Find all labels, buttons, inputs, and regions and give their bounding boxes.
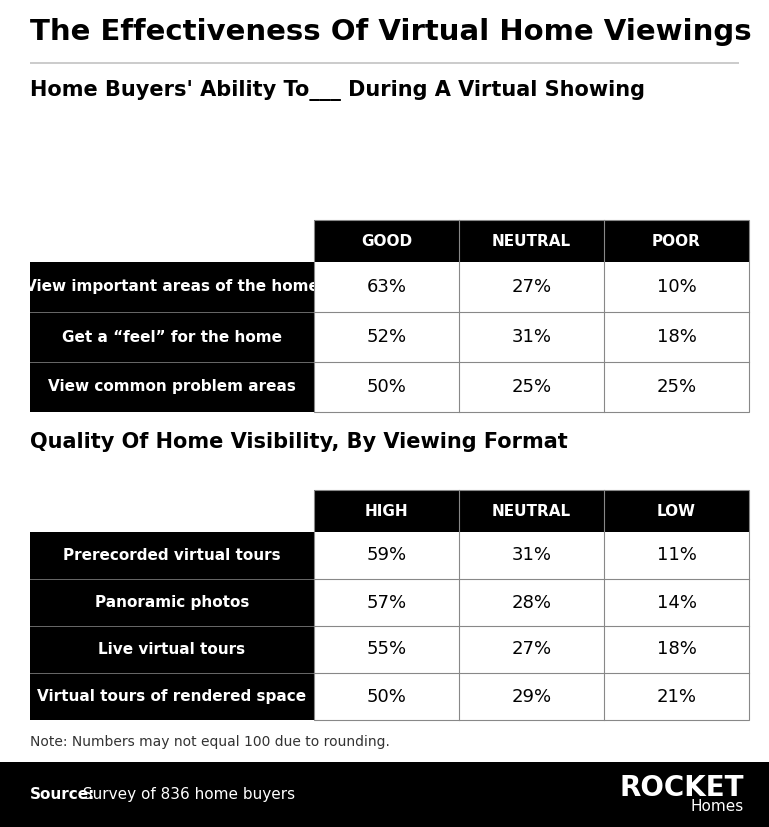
- Text: Prerecorded virtual tours: Prerecorded virtual tours: [63, 548, 281, 563]
- Text: NEUTRAL: NEUTRAL: [492, 233, 571, 248]
- Bar: [314, 490, 459, 532]
- Bar: [314, 220, 749, 412]
- Text: LOW: LOW: [657, 504, 696, 519]
- Text: ROCKET: ROCKET: [620, 775, 744, 802]
- Text: NEUTRAL: NEUTRAL: [492, 504, 571, 519]
- Text: Survey of 836 home buyers: Survey of 836 home buyers: [78, 787, 295, 802]
- Text: 10%: 10%: [657, 278, 697, 296]
- Text: 52%: 52%: [367, 328, 407, 346]
- Bar: [604, 362, 749, 412]
- Text: 50%: 50%: [367, 378, 407, 396]
- Bar: [30, 579, 749, 580]
- Text: The Effectiveness Of Virtual Home Viewings: The Effectiveness Of Virtual Home Viewin…: [30, 18, 751, 46]
- Bar: [459, 673, 604, 720]
- Bar: [314, 362, 459, 412]
- Text: 50%: 50%: [367, 687, 407, 705]
- Bar: [314, 262, 459, 312]
- Bar: [30, 312, 314, 362]
- Bar: [604, 490, 749, 532]
- Bar: [30, 579, 314, 626]
- Text: 31%: 31%: [511, 547, 551, 565]
- Text: Quality Of Home Visibility, By Viewing Format: Quality Of Home Visibility, By Viewing F…: [30, 432, 568, 452]
- Text: 25%: 25%: [657, 378, 697, 396]
- Bar: [30, 673, 749, 674]
- Text: Virtual tours of rendered space: Virtual tours of rendered space: [38, 689, 307, 704]
- Bar: [459, 532, 604, 579]
- Bar: [459, 262, 604, 312]
- Text: Note: Numbers may not equal 100 due to rounding.: Note: Numbers may not equal 100 due to r…: [30, 735, 390, 749]
- Text: 63%: 63%: [367, 278, 407, 296]
- Bar: [314, 626, 459, 673]
- Text: 18%: 18%: [657, 328, 697, 346]
- Bar: [30, 62, 739, 64]
- Bar: [604, 579, 749, 626]
- Bar: [314, 220, 459, 262]
- Text: Panoramic photos: Panoramic photos: [95, 595, 249, 610]
- Bar: [459, 626, 604, 673]
- Text: HIGH: HIGH: [365, 504, 408, 519]
- Text: Get a “feel” for the home: Get a “feel” for the home: [62, 329, 282, 345]
- Text: 18%: 18%: [657, 640, 697, 658]
- Text: 27%: 27%: [511, 278, 551, 296]
- Text: GOOD: GOOD: [361, 233, 412, 248]
- Bar: [30, 362, 749, 363]
- Text: 21%: 21%: [657, 687, 697, 705]
- Bar: [604, 673, 749, 720]
- Text: 59%: 59%: [367, 547, 407, 565]
- Bar: [30, 262, 314, 312]
- Bar: [459, 490, 604, 532]
- Text: 31%: 31%: [511, 328, 551, 346]
- Text: 11%: 11%: [657, 547, 697, 565]
- Bar: [604, 312, 749, 362]
- Text: 25%: 25%: [511, 378, 551, 396]
- Bar: [30, 626, 749, 627]
- Bar: [459, 362, 604, 412]
- Bar: [459, 579, 604, 626]
- Text: View important areas of the home: View important areas of the home: [25, 280, 319, 294]
- Bar: [459, 220, 604, 262]
- Bar: [604, 532, 749, 579]
- Text: View common problem areas: View common problem areas: [48, 380, 296, 394]
- Bar: [604, 262, 749, 312]
- Text: Homes: Homes: [691, 799, 744, 814]
- Text: Live virtual tours: Live virtual tours: [98, 642, 245, 657]
- Bar: [314, 490, 749, 720]
- Text: 28%: 28%: [511, 594, 551, 611]
- Bar: [314, 579, 459, 626]
- Text: 55%: 55%: [367, 640, 407, 658]
- Bar: [604, 626, 749, 673]
- Bar: [314, 312, 459, 362]
- Bar: [604, 220, 749, 262]
- Text: 29%: 29%: [511, 687, 551, 705]
- Text: Home Buyers' Ability To___ During A Virtual Showing: Home Buyers' Ability To___ During A Virt…: [30, 80, 645, 101]
- Bar: [30, 362, 314, 412]
- Bar: [0, 762, 769, 827]
- Bar: [30, 626, 314, 673]
- Bar: [314, 673, 459, 720]
- Text: Source:: Source:: [30, 787, 95, 802]
- Text: 57%: 57%: [367, 594, 407, 611]
- Bar: [30, 532, 314, 579]
- Bar: [314, 532, 459, 579]
- Text: POOR: POOR: [652, 233, 701, 248]
- Bar: [30, 673, 314, 720]
- Bar: [459, 312, 604, 362]
- Text: 14%: 14%: [657, 594, 697, 611]
- Bar: [30, 312, 749, 313]
- Text: 27%: 27%: [511, 640, 551, 658]
